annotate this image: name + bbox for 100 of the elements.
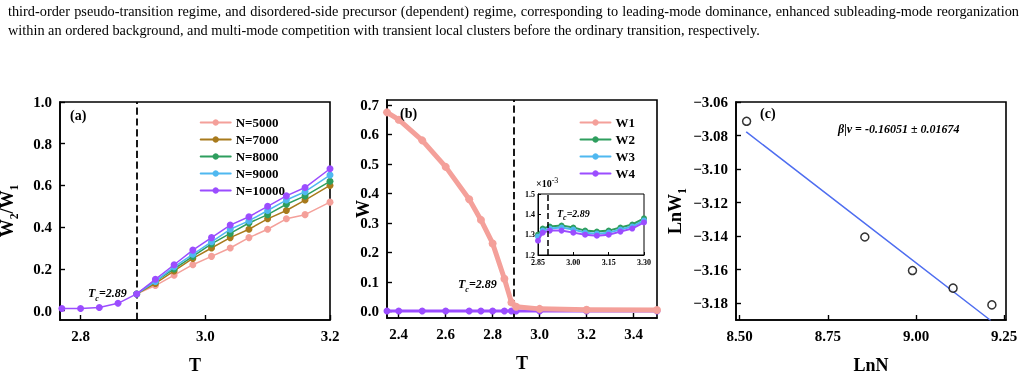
legend-label: N=5000 (235, 115, 279, 130)
y-tick-label: 1.5 (525, 189, 535, 199)
x-tick-label: 3.00 (566, 257, 581, 267)
y-tick-label: −3.14 (693, 228, 729, 245)
annotation: (c) (760, 106, 776, 122)
y-tick-label: −3.08 (693, 127, 728, 144)
y-tick-label: 1.0 (33, 94, 52, 110)
y-tick-label: 0.2 (33, 260, 52, 277)
point (741, 116, 752, 127)
point (860, 232, 870, 242)
point (441, 162, 450, 171)
point (948, 283, 958, 293)
point (264, 202, 272, 210)
x-tick-label: 3.2 (577, 325, 596, 342)
point (77, 305, 85, 313)
y-tick-label: 0.1 (360, 273, 379, 290)
x-tick-label: 2.6 (436, 325, 456, 342)
y-tick-label: 0.6 (33, 177, 53, 194)
point (395, 307, 403, 315)
point (326, 165, 334, 173)
y-tick-label: 0.5 (360, 155, 379, 172)
point (58, 305, 66, 313)
x-tick-label: 3.0 (530, 325, 549, 342)
point (245, 234, 253, 242)
x-tick-label: 3.15 (601, 257, 616, 267)
annotation: β|ν = -0.16051 ± 0.01674 (837, 122, 960, 136)
legend-label: N=9000 (235, 166, 279, 181)
legend-label: W1 (615, 115, 635, 130)
legend-label: W4 (615, 166, 636, 181)
legend-label: N=8000 (235, 149, 279, 164)
legend-label: W3 (615, 149, 636, 164)
y-tick-label: −3.06 (693, 94, 729, 110)
point (476, 215, 485, 224)
y-tick-label: 0.4 (360, 185, 380, 202)
x-tick-label: 3.2 (320, 327, 340, 344)
point (488, 239, 497, 248)
point (383, 108, 391, 117)
point (264, 225, 272, 233)
point (442, 307, 450, 315)
point (282, 206, 290, 214)
x-tick-label: 2.85 (531, 257, 545, 267)
point (418, 307, 426, 315)
legend-label: N=10000 (235, 183, 285, 198)
y-tick-label: −3.10 (693, 161, 728, 178)
y-tick-label: 0.8 (33, 135, 52, 152)
point (987, 300, 997, 310)
x-tick-label: 8.50 (726, 327, 753, 344)
legend-label: N=7000 (235, 132, 279, 147)
x-axis-title: T (188, 355, 202, 374)
x-tick-label: 3.0 (195, 327, 215, 344)
y-tick-label: 0.2 (360, 244, 379, 261)
point (500, 307, 508, 315)
point (489, 307, 497, 315)
x-tick-label: 2.4 (389, 325, 409, 342)
point (301, 184, 309, 192)
y-tick-label: 1.2 (525, 250, 535, 260)
y-tick-label: −3.16 (693, 261, 729, 278)
point (418, 136, 427, 145)
y-tick-label: 0.0 (360, 303, 379, 320)
y-tick-label: 0.7 (360, 97, 380, 114)
point (245, 225, 253, 233)
annotation: (b) (400, 106, 418, 122)
text: third-order pseudo-transition regime, and disordered-side precursor (dependent) regime, corresponding to leading-mode dominance, enhanced subleading-mode reorganization within an ordered background, and multi-mode competition with transient local clusters before the ordinary transition, respectively. (8, 2, 1019, 40)
x-tick-label: 2.8 (71, 327, 90, 344)
x-axis-title: LnN (853, 355, 889, 374)
point (208, 252, 216, 260)
point (245, 213, 253, 221)
x-tick-label: 3.4 (624, 325, 644, 342)
y-tick-label: 1.3 (525, 230, 535, 240)
point (907, 265, 918, 276)
x-tick-label: 9.00 (902, 327, 930, 344)
point (535, 237, 541, 244)
y-axis-title: W (353, 200, 373, 218)
point (301, 211, 309, 219)
y-tick-label: −3.18 (693, 295, 728, 312)
x-tick-label: 2.8 (483, 325, 503, 342)
point (465, 307, 473, 315)
point (226, 221, 234, 229)
point (208, 234, 216, 242)
y-axis-title: W2/W1 (0, 184, 21, 238)
y-tick-label: 0.6 (360, 126, 380, 143)
point (465, 195, 474, 204)
x-tick-label: 9.25 (991, 327, 1018, 344)
point (114, 299, 122, 307)
y-tick-label: −3.12 (693, 194, 728, 211)
point (282, 215, 290, 223)
y-axis-title: LnW1 (665, 187, 689, 234)
point (326, 177, 334, 185)
x-tick-label: 3.30 (637, 257, 651, 267)
x-axis-title: T (515, 353, 529, 373)
point (189, 246, 197, 254)
point (512, 302, 521, 311)
y-tick-label: 0.4 (33, 219, 53, 236)
point (500, 274, 509, 283)
legend-label: W2 (615, 132, 635, 147)
y-tick-label: 1.4 (525, 209, 535, 219)
x-tick-label: 8.75 (814, 327, 841, 344)
y-tick-label: 0.0 (33, 302, 52, 319)
point (95, 303, 103, 311)
annotation: (a) (70, 108, 87, 124)
